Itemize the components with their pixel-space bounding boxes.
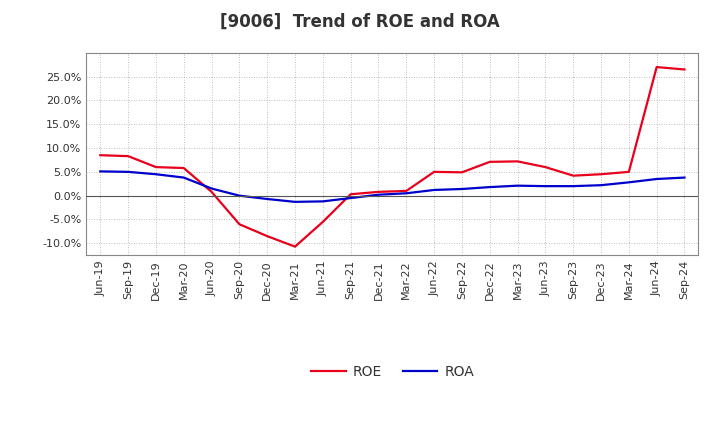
ROA [235, 193, 243, 198]
ROA [374, 192, 383, 198]
ROE [291, 244, 300, 249]
ROA [485, 184, 494, 190]
ROE [597, 172, 606, 177]
ROE [124, 154, 132, 159]
ROA [346, 195, 355, 201]
ROE [179, 165, 188, 171]
ROE [152, 165, 161, 170]
ROA [152, 172, 161, 177]
ROA [179, 175, 188, 180]
Text: [9006]  Trend of ROE and ROA: [9006] Trend of ROE and ROA [220, 13, 500, 31]
ROA [318, 199, 327, 204]
ROA [652, 176, 661, 182]
ROE [430, 169, 438, 175]
ROA [569, 183, 577, 189]
ROA [513, 183, 522, 188]
ROA [430, 187, 438, 193]
ROE [263, 234, 271, 239]
ROE [569, 173, 577, 178]
ROE [541, 165, 550, 170]
ROE [318, 219, 327, 224]
ROE [374, 189, 383, 194]
ROE [513, 159, 522, 164]
ROA [458, 187, 467, 192]
ROE [235, 222, 243, 227]
ROA [124, 169, 132, 175]
ROA [624, 180, 633, 185]
ROE [652, 64, 661, 70]
ROA [541, 183, 550, 189]
Legend: ROE, ROA: ROE, ROA [305, 359, 480, 385]
ROE [96, 153, 104, 158]
Line: ROE: ROE [100, 67, 685, 247]
ROA [680, 175, 689, 180]
ROE [346, 191, 355, 197]
ROE [402, 188, 410, 194]
ROE [680, 67, 689, 72]
ROE [207, 189, 216, 194]
ROE [458, 170, 467, 175]
ROA [207, 186, 216, 191]
ROE [485, 159, 494, 165]
ROA [96, 169, 104, 174]
ROE [624, 169, 633, 175]
Line: ROA: ROA [100, 172, 685, 202]
ROA [263, 196, 271, 202]
ROA [402, 191, 410, 196]
ROA [597, 183, 606, 188]
ROA [291, 199, 300, 205]
